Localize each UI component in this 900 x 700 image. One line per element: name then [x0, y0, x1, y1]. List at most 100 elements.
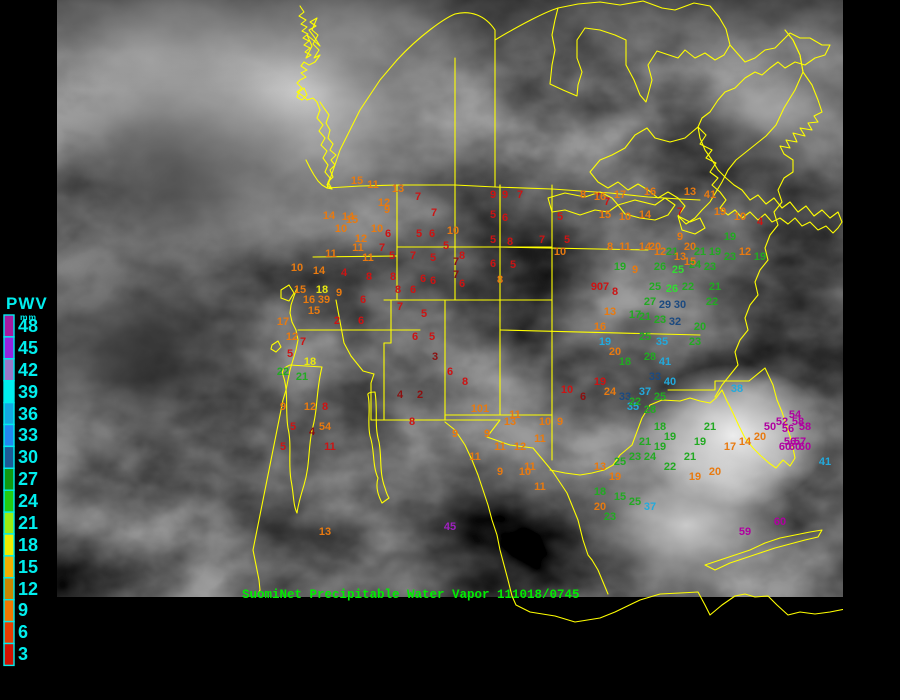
svg-text:45: 45	[18, 338, 38, 358]
svg-text:13: 13	[604, 306, 616, 318]
svg-text:19: 19	[694, 436, 706, 448]
svg-text:14: 14	[323, 210, 336, 222]
svg-text:19: 19	[714, 206, 726, 218]
svg-text:9: 9	[502, 189, 508, 201]
svg-text:5: 5	[290, 421, 296, 433]
svg-text:15: 15	[308, 305, 320, 317]
svg-text:12: 12	[739, 246, 751, 258]
svg-text:37: 37	[644, 501, 656, 513]
svg-text:18: 18	[18, 535, 38, 555]
svg-text:11: 11	[524, 461, 536, 473]
svg-text:28: 28	[644, 404, 656, 416]
svg-text:12: 12	[18, 579, 38, 599]
svg-text:33: 33	[649, 371, 661, 383]
svg-text:10: 10	[539, 416, 551, 428]
svg-text:27: 27	[644, 296, 656, 308]
svg-text:38: 38	[731, 383, 743, 395]
svg-text:9: 9	[384, 204, 390, 216]
svg-text:30: 30	[18, 447, 38, 467]
svg-text:26: 26	[666, 283, 678, 295]
svg-text:16: 16	[594, 321, 606, 333]
svg-text:26: 26	[654, 261, 666, 273]
svg-text:11: 11	[367, 179, 379, 191]
svg-text:8: 8	[497, 274, 503, 286]
svg-text:9: 9	[484, 428, 490, 440]
svg-text:3: 3	[432, 351, 438, 363]
svg-text:15: 15	[351, 175, 363, 187]
svg-text:9: 9	[677, 231, 683, 243]
svg-text:11: 11	[619, 241, 631, 253]
svg-text:17: 17	[724, 441, 736, 453]
svg-text:8: 8	[507, 236, 513, 248]
svg-text:9: 9	[18, 600, 28, 620]
svg-text:19: 19	[689, 471, 701, 483]
svg-text:PWV: PWV	[6, 294, 48, 313]
svg-text:6: 6	[447, 366, 453, 378]
svg-text:9: 9	[452, 428, 458, 440]
svg-text:60: 60	[774, 516, 786, 528]
svg-text:21: 21	[639, 311, 651, 323]
svg-text:907: 907	[591, 281, 609, 293]
svg-text:13: 13	[392, 183, 404, 195]
svg-text:7: 7	[453, 256, 459, 268]
svg-text:7: 7	[677, 206, 683, 218]
svg-text:41: 41	[659, 356, 671, 368]
svg-text:32: 32	[669, 316, 681, 328]
svg-text:25: 25	[639, 331, 651, 343]
svg-text:10: 10	[371, 223, 383, 235]
svg-text:23: 23	[654, 314, 666, 326]
svg-text:17: 17	[277, 316, 289, 328]
svg-text:7: 7	[397, 301, 403, 313]
svg-text:8: 8	[322, 401, 328, 413]
svg-text:11: 11	[325, 248, 337, 260]
svg-text:10: 10	[619, 211, 631, 223]
svg-text:8: 8	[580, 189, 586, 201]
svg-text:12: 12	[514, 441, 526, 453]
svg-text:5: 5	[416, 228, 422, 240]
svg-text:8: 8	[366, 271, 372, 283]
svg-text:16: 16	[644, 186, 656, 198]
svg-text:5: 5	[287, 348, 293, 360]
svg-text:101: 101	[471, 403, 489, 415]
svg-text:5: 5	[430, 252, 436, 264]
svg-text:21: 21	[704, 421, 716, 433]
svg-text:4: 4	[309, 426, 316, 438]
svg-text:10: 10	[554, 246, 566, 258]
svg-text:9: 9	[336, 287, 342, 299]
svg-text:14: 14	[739, 436, 752, 448]
svg-text:24: 24	[644, 451, 657, 463]
svg-text:15: 15	[346, 214, 358, 226]
svg-text:11: 11	[494, 441, 506, 453]
svg-text:13: 13	[594, 461, 606, 473]
svg-text:10: 10	[561, 384, 573, 396]
svg-text:33: 33	[18, 425, 38, 445]
svg-text:58: 58	[799, 421, 811, 433]
svg-text:23: 23	[604, 511, 616, 523]
svg-text:14: 14	[639, 209, 652, 221]
svg-text:20: 20	[694, 321, 706, 333]
svg-text:6: 6	[385, 228, 391, 240]
svg-text:20: 20	[649, 241, 661, 253]
svg-text:6: 6	[502, 212, 508, 224]
svg-text:12: 12	[286, 331, 298, 343]
svg-text:7: 7	[517, 189, 523, 201]
svg-text:19: 19	[609, 471, 621, 483]
svg-text:13: 13	[504, 416, 516, 428]
svg-text:13: 13	[684, 186, 696, 198]
svg-text:6: 6	[490, 258, 496, 270]
svg-text:22: 22	[706, 296, 718, 308]
svg-text:13: 13	[319, 526, 331, 538]
svg-text:35: 35	[656, 336, 668, 348]
svg-text:11: 11	[469, 451, 481, 463]
svg-text:8: 8	[395, 284, 401, 296]
svg-text:22: 22	[682, 281, 694, 293]
svg-text:6: 6	[459, 278, 465, 290]
svg-text:22: 22	[664, 461, 676, 473]
svg-text:6: 6	[430, 275, 436, 287]
svg-text:5: 5	[564, 234, 570, 246]
svg-text:18: 18	[594, 486, 606, 498]
svg-text:18: 18	[619, 356, 631, 368]
svg-text:8: 8	[607, 241, 613, 253]
svg-text:25: 25	[672, 264, 684, 276]
svg-text:21: 21	[684, 451, 696, 463]
